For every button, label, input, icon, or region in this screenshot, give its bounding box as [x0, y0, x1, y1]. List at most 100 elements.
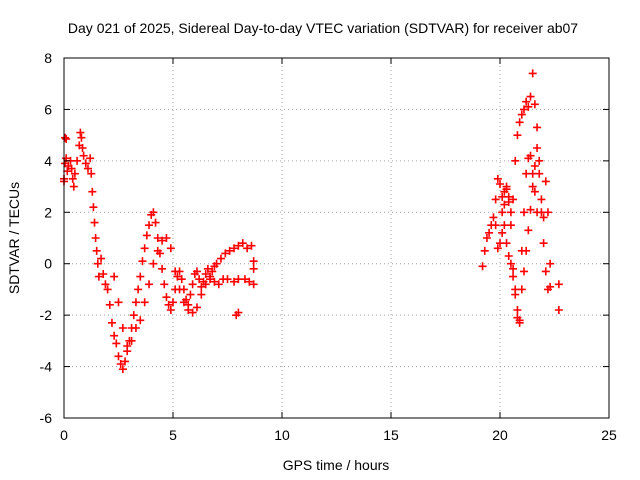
data-point — [522, 97, 531, 106]
data-point — [500, 187, 509, 196]
data-point — [537, 195, 546, 204]
data-point — [546, 282, 555, 291]
data-point — [504, 198, 513, 206]
data-point — [94, 272, 103, 281]
data-point — [88, 187, 97, 196]
data-point — [134, 285, 143, 294]
data-point — [528, 182, 537, 191]
data-point — [69, 182, 78, 191]
data-point — [498, 208, 507, 217]
data-point — [230, 244, 239, 253]
data-point — [160, 280, 169, 289]
data-point — [489, 213, 498, 222]
data-point — [145, 221, 154, 230]
data-point — [502, 182, 511, 191]
data-point — [500, 200, 509, 209]
y-tick-label: -6 — [40, 410, 53, 426]
axis-ticks: 0 5 10 15 20 25 -6 -4 -2 0 2 4 6 8 — [40, 50, 617, 443]
y-tick-label: 0 — [44, 256, 52, 272]
data-point — [482, 234, 491, 242]
data-point — [240, 275, 249, 284]
data-point — [500, 221, 509, 230]
data-point — [513, 131, 522, 140]
data-point — [496, 180, 504, 188]
data-point — [142, 231, 151, 240]
data-point — [197, 290, 206, 299]
x-tick-label: 25 — [601, 427, 617, 443]
data-point — [491, 221, 500, 230]
data-point — [192, 303, 201, 312]
data-point — [110, 272, 119, 281]
data-point — [179, 298, 188, 307]
data-point — [216, 254, 225, 263]
data-point — [485, 228, 494, 237]
data-point — [164, 300, 173, 309]
data-point — [83, 164, 92, 173]
data-point — [208, 267, 217, 276]
data-point — [517, 110, 526, 119]
data-point — [136, 272, 145, 281]
data-point — [539, 213, 548, 222]
data-point — [509, 272, 518, 281]
data-point — [79, 151, 88, 160]
data-point — [506, 208, 515, 217]
data-point — [234, 241, 243, 250]
data-point — [91, 234, 100, 242]
data-point — [86, 154, 95, 163]
data-point — [145, 280, 154, 289]
data-point — [535, 156, 544, 165]
data-point — [127, 336, 136, 345]
data-point — [247, 241, 256, 250]
data-point — [504, 252, 513, 260]
data-point — [121, 357, 130, 366]
data-point — [116, 360, 125, 368]
data-point — [184, 306, 193, 314]
data-point — [112, 339, 121, 348]
data-point — [513, 306, 522, 314]
data-point — [493, 244, 502, 253]
y-tick-label: -4 — [40, 359, 53, 375]
data-point — [149, 259, 158, 268]
data-point — [89, 203, 98, 212]
data-point — [110, 331, 119, 340]
data-point — [524, 226, 533, 235]
data-point — [158, 264, 167, 273]
data-point — [68, 174, 77, 183]
plot-frame — [63, 57, 610, 419]
data-point — [478, 262, 487, 271]
data-point — [528, 69, 537, 78]
data-point — [245, 277, 254, 286]
data-point — [129, 311, 138, 320]
data-point — [203, 264, 212, 273]
data-point — [243, 244, 252, 253]
data-point — [539, 239, 548, 248]
data-point — [92, 246, 101, 255]
data-point — [166, 244, 175, 253]
data-point — [249, 280, 258, 289]
data-point — [533, 144, 542, 152]
x-tick-label: 0 — [60, 427, 68, 443]
data-point — [212, 259, 221, 268]
data-point — [118, 324, 127, 332]
data-point — [528, 169, 537, 178]
data-point — [67, 164, 76, 173]
data-point — [511, 156, 520, 165]
data-point — [87, 169, 96, 178]
data-point — [78, 144, 87, 152]
data-point — [153, 234, 162, 242]
data-point — [175, 285, 184, 294]
data-point — [107, 318, 116, 327]
y-axis-label: SDTVAR / TECUs — [6, 182, 22, 294]
data-point — [192, 267, 201, 276]
data-point — [554, 280, 563, 289]
data-point — [214, 280, 223, 289]
data-points — [60, 69, 563, 374]
data-point — [118, 365, 127, 374]
data-point — [509, 264, 518, 273]
data-point — [249, 257, 258, 266]
data-point — [515, 118, 524, 127]
data-point — [502, 239, 511, 248]
data-point — [138, 257, 147, 266]
data-point — [158, 236, 167, 245]
